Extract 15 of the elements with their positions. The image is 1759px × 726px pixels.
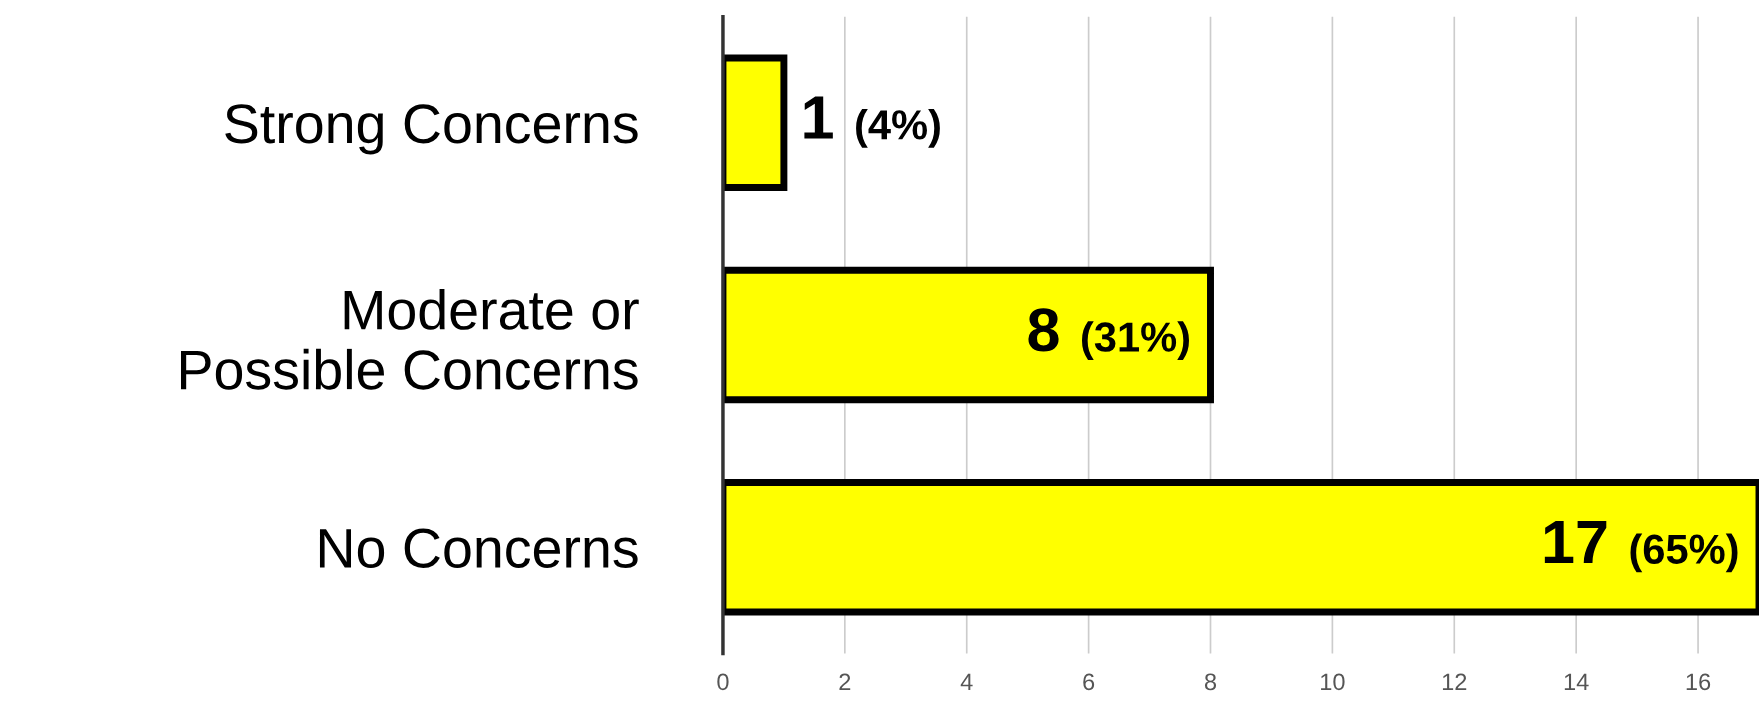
x-tick-label: 2 [839, 673, 851, 690]
y-tick-label: Strong Concerns [225, 104, 638, 155]
text: 8 (31%) [1028, 308, 1189, 361]
x-tick-label: 0 [717, 673, 729, 691]
y-tick-label: No Concerns [319, 528, 638, 568]
y-tick-label: Moderate or Possible Concerns [181, 289, 639, 390]
x-tick-label: 10 [1321, 673, 1345, 691]
x-tick-label: 12 [1442, 673, 1467, 690]
x-tick-label: 6 [1083, 673, 1095, 691]
x-tick-label: 16 [1686, 673, 1711, 691]
x-tick-label: 4 [960, 673, 973, 690]
text: 17 (65%) [1544, 521, 1738, 573]
x-tick-label: 8 [1204, 673, 1217, 691]
data-label: 1 (4%) [804, 96, 940, 148]
x-tick-label: 14 [1564, 673, 1589, 690]
